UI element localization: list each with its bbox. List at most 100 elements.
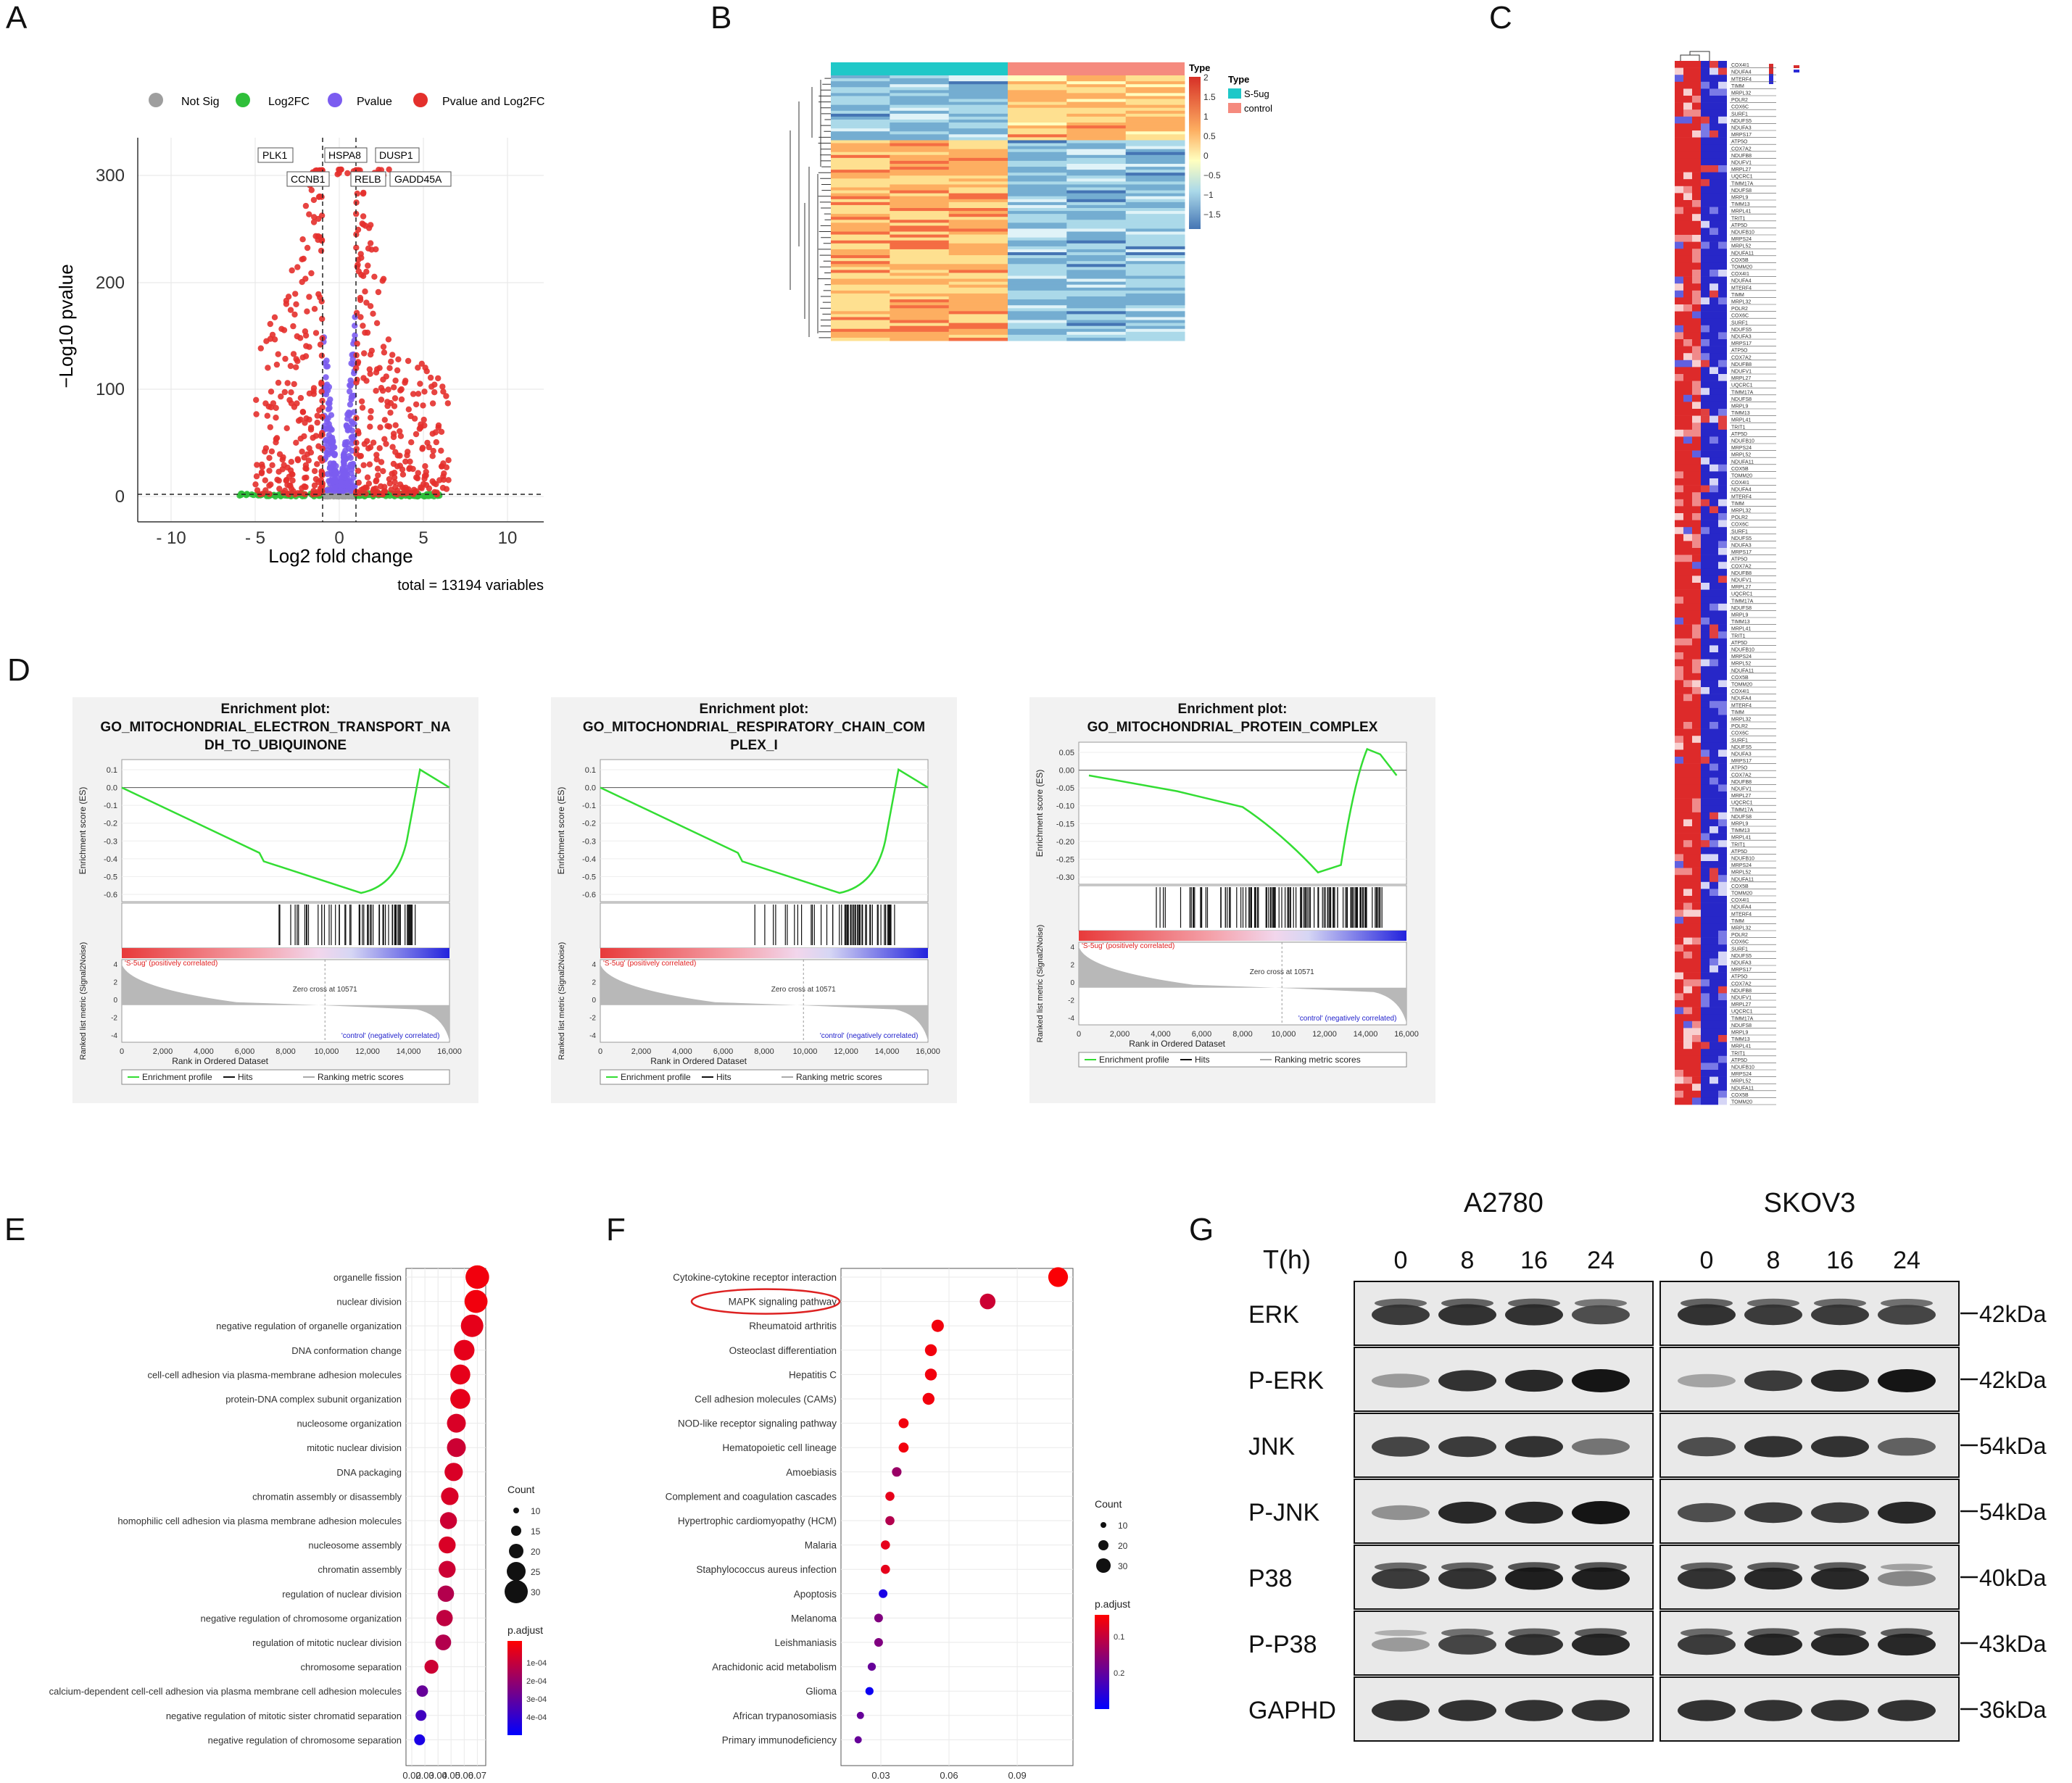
- heatmap-b-cell: [1008, 116, 1067, 120]
- volcano-point-significant: [278, 393, 284, 400]
- volcano-point-significant: [373, 452, 380, 458]
- gene-label-plk1: PLK1: [262, 149, 287, 161]
- heatmap-c-cell: [1701, 554, 1710, 562]
- heatmap-c-cell: [1675, 875, 1683, 883]
- heatmap-b-cell: [948, 334, 1008, 338]
- heatmap-c-cell: [1718, 200, 1727, 207]
- heatmap-c-cell: [1692, 631, 1701, 639]
- heatmap-b-cell: [1066, 199, 1127, 203]
- heatmap-b-cell: [1008, 270, 1067, 273]
- protein-band: [1811, 1567, 1869, 1590]
- heatmap-b-cell: [1125, 75, 1185, 79]
- gsea-ranking-metric-fill: [600, 964, 928, 1041]
- volcano-point-significant: [386, 365, 393, 371]
- heatmap-c-cell: [1692, 402, 1701, 410]
- heatmap-c-cell: [1692, 986, 1701, 994]
- heatmap-c-cell: [1692, 826, 1701, 834]
- heatmap-c-cell: [1701, 415, 1710, 423]
- volcano-point-significant: [311, 214, 318, 220]
- heatmap-c-gene-label: MRPL27: [1731, 794, 1751, 799]
- volcano-point-significant: [354, 340, 360, 347]
- heatmap-c-cell: [1710, 520, 1718, 528]
- protein-band: [1372, 1373, 1430, 1388]
- heatmap-c-cell: [1718, 694, 1727, 702]
- heatmap-c-cell: [1710, 972, 1718, 980]
- heatmap-c-cell: [1675, 444, 1683, 451]
- heatmap-b-cell: [831, 293, 890, 297]
- heatmap-c-cell: [1692, 923, 1701, 931]
- heatmap-c-cell: [1692, 562, 1701, 570]
- heatmap-c-gene-label: MRPL52: [1731, 662, 1751, 667]
- heatmap-b-cell: [890, 164, 950, 167]
- heatmap-c-cell: [1675, 151, 1683, 159]
- volcano-point-significant: [429, 431, 436, 437]
- heatmap-c-gene-label: MTERF4: [1731, 912, 1752, 917]
- heatmap-c-cell: [1701, 297, 1710, 305]
- heatmap-c-cell: [1692, 367, 1701, 375]
- heatmap-c-cell: [1710, 457, 1718, 465]
- heatmap-c-gene-label: UQCRC1: [1731, 1010, 1753, 1015]
- heatmap-c-cell: [1683, 861, 1692, 868]
- heatmap-c-cell: [1718, 137, 1727, 145]
- heatmap-b-cell: [948, 296, 1008, 300]
- heatmap-b-cell: [948, 231, 1008, 236]
- volcano-point-significant: [253, 396, 260, 403]
- heatmap-c-cell: [1701, 868, 1710, 876]
- dotplot-dot: [439, 1560, 456, 1578]
- heatmap-c-cell: [1701, 513, 1710, 520]
- volcano-point-significant: [402, 490, 409, 497]
- heatmap-c-gene-label: TIMM13: [1731, 411, 1750, 416]
- heatmap-c-gene-label: MRPL32: [1731, 91, 1751, 96]
- heatmap-c-cell: [1701, 436, 1710, 444]
- gsea-title-line: GO_MITOCHONDRIAL_RESPIRATORY_CHAIN_COM: [583, 720, 925, 735]
- heatmap-c-gene-label: TIMM: [1731, 710, 1744, 715]
- heatmap-b-cell: [831, 258, 890, 262]
- volcano-point-significant: [353, 309, 360, 316]
- heatmap-c-cell: [1701, 409, 1710, 416]
- heatmap-b-cell: [890, 87, 950, 91]
- protein-band: [1438, 1634, 1496, 1655]
- dotplot-dot: [460, 1314, 484, 1337]
- heatmap-b-cell: [1066, 287, 1127, 291]
- heatmap-c-gene-label: COX6C: [1731, 940, 1749, 945]
- timepoint-label: 24: [1587, 1247, 1615, 1274]
- gsea-x-tick: 6,000: [713, 1047, 734, 1056]
- heatmap-c-cell: [1701, 214, 1710, 222]
- heatmap-b-cell: [1066, 299, 1127, 303]
- heatmap-c-cell: [1683, 638, 1692, 646]
- volcano-point-significant: [385, 386, 391, 393]
- heatmap-c-cell: [1675, 680, 1683, 688]
- heatmap-c-cell: [1718, 297, 1727, 305]
- heatmap-c-cell: [1701, 270, 1710, 277]
- heatmap-c-gene-label: MRPL9: [1731, 822, 1748, 827]
- heatmap-b-cell: [831, 81, 890, 85]
- volcano-point-significant: [312, 330, 320, 336]
- volcano-point-significant: [287, 362, 294, 370]
- volcano-point-significant: [379, 278, 386, 284]
- gsea-rank-colorbar: [1079, 931, 1406, 941]
- dotplot-padj-colorbar: [1095, 1615, 1109, 1709]
- heatmap-c-cell: [1718, 889, 1727, 897]
- panel-label-c: C: [1489, 0, 1512, 36]
- heatmap-c-cell: [1675, 583, 1683, 590]
- heatmap-c-cell: [1710, 840, 1718, 848]
- heatmap-c-cell: [1683, 951, 1692, 959]
- heatmap-b-cell: [831, 243, 890, 247]
- volcano-point-significant: [254, 487, 261, 494]
- heatmap-c-cell: [1675, 75, 1683, 83]
- heatmap-b-cell: [831, 317, 890, 321]
- heatmap-c-cell: [1718, 402, 1727, 410]
- heatmap-c-cell: [1701, 402, 1710, 410]
- heatmap-c-cell: [1692, 707, 1701, 715]
- protein-band: [1572, 1700, 1630, 1721]
- dotplot-dot: [898, 1442, 909, 1453]
- heatmap-c-cell: [1692, 638, 1701, 646]
- volcano-point-significant: [397, 428, 403, 435]
- heatmap-c-cell: [1675, 179, 1683, 187]
- heatmap-b-cell: [831, 284, 890, 288]
- heatmap-b-cell: [890, 325, 950, 330]
- heatmap-c-cell: [1718, 123, 1727, 131]
- volcano-point-significant: [353, 446, 360, 452]
- heatmap-c-cell: [1710, 241, 1718, 249]
